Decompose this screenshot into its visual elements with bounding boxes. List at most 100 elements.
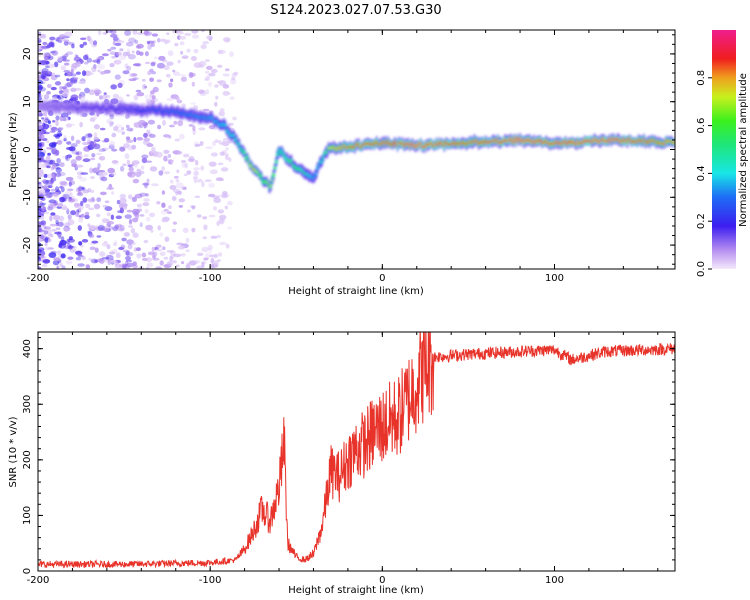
spectrogram-cell	[229, 51, 234, 57]
spectrogram-cell	[57, 221, 64, 227]
spectrogram-cell	[38, 254, 41, 260]
spectrogram-cell	[79, 95, 86, 102]
spectrogram-cell	[106, 223, 110, 227]
spectrogram-cell	[88, 72, 94, 76]
spectrogram-cell	[204, 77, 208, 82]
spectrogram-cell	[183, 173, 188, 177]
spectrogram-cell	[63, 62, 70, 66]
spectrogram-cell	[112, 36, 119, 41]
spectrogram-cell	[168, 205, 172, 210]
spectrogram-cell	[119, 48, 124, 52]
spectrogram-cell	[38, 60, 47, 66]
spectrogram-cell	[202, 216, 208, 220]
spectrogram-cell	[101, 53, 109, 57]
spectrogram-cell	[112, 93, 120, 99]
spectrogram-cell	[136, 92, 145, 97]
spectrogram-x-ticks: -200 -100 0 100	[27, 30, 659, 284]
spectrogram-cell	[114, 74, 121, 80]
spectrogram-cell	[157, 225, 161, 231]
spectrogram-cell	[84, 61, 89, 65]
spectrogram-cell	[63, 226, 71, 232]
spectrogram-cell	[41, 70, 48, 75]
spectrogram-cell	[60, 112, 69, 118]
spectrogram-cell	[38, 266, 42, 269]
spectrogram-cell	[146, 178, 150, 183]
spectrogram-cell	[82, 158, 91, 163]
spectrogram-cell	[47, 173, 53, 179]
spectrogram-cell	[65, 260, 73, 265]
spectrogram-cell	[59, 162, 65, 168]
spectrogram-cell	[42, 41, 48, 46]
spectrogram-cell	[122, 264, 127, 269]
spectrogram-cell	[65, 155, 69, 160]
spectrogram-cell	[101, 94, 108, 100]
spectrogram-cell	[195, 171, 199, 175]
spectrogram-cell	[50, 188, 57, 192]
spectrogram-cell	[143, 30, 150, 36]
spectrogram-cell	[86, 57, 93, 63]
spectrogram-cell	[126, 65, 132, 71]
spectrogram-cell	[127, 243, 133, 250]
spectrogram-cell	[168, 135, 172, 139]
spectrogram-cell	[79, 121, 83, 128]
spectrogram-cell	[54, 200, 59, 206]
spectrogram-cell	[185, 237, 190, 243]
spectrogram-cell	[56, 189, 60, 192]
spectrogram-cell	[80, 213, 85, 218]
spectrogram-cell	[42, 264, 48, 268]
spectrogram-cell	[139, 192, 147, 197]
spectrogram-cell	[144, 51, 149, 57]
spectrogram-cell	[149, 77, 155, 82]
spectrogram-cell	[168, 82, 173, 88]
spectrogram-cell	[161, 165, 165, 172]
spectrogram-cell	[216, 80, 223, 84]
spectrogram-cell	[178, 205, 183, 208]
spectrogram-cell	[43, 178, 47, 183]
spectrogram-cell	[225, 153, 229, 159]
spectrogram-cells	[38, 30, 239, 269]
spectrogram-cell	[208, 182, 215, 188]
spectrogram-cell	[179, 133, 185, 140]
spectrogram-cell	[96, 235, 102, 238]
x-tick-label: -200	[27, 575, 50, 586]
spectrogram-cell	[141, 157, 148, 164]
spectrogram-cell	[187, 158, 194, 163]
spectrogram-cell	[206, 35, 214, 40]
spectrogram-cell	[191, 30, 199, 34]
spectrogram-cell	[125, 259, 133, 263]
spectrogram-cell	[60, 236, 65, 242]
y-tick-label: -20	[22, 237, 33, 253]
spectrogram-cell	[96, 197, 102, 203]
spectrogram-cell	[113, 126, 119, 132]
spectrogram-cell	[164, 171, 170, 175]
spectrogram-cell	[50, 177, 54, 184]
spectrogram-cell	[231, 77, 236, 81]
spectrogram-cell	[180, 253, 186, 257]
spectrogram-cell	[38, 183, 43, 187]
spectrogram-cell	[66, 78, 70, 82]
spectrogram-cell	[114, 42, 122, 47]
spectrogram-cell	[64, 31, 73, 37]
spectrogram-cell	[88, 207, 95, 211]
spectrogram-cell	[82, 142, 90, 146]
spectrogram-cell	[202, 108, 210, 112]
spectrogram-cell	[128, 194, 133, 200]
spectrogram-cell	[155, 151, 163, 158]
y-tick-label: 0	[22, 568, 33, 574]
spectrogram-cell	[111, 148, 118, 152]
spectrogram-cell	[123, 143, 130, 149]
spectrogram-cell	[148, 133, 156, 138]
spectrogram-cell	[215, 95, 219, 100]
spectrogram-cell	[171, 228, 177, 233]
spectrogram-cell	[159, 251, 166, 257]
spectrogram-cell	[228, 157, 232, 163]
spectrogram-cell	[150, 42, 155, 47]
spectrogram-cell	[61, 265, 66, 269]
spectrogram-cell	[69, 192, 73, 198]
spectrogram-cell	[50, 212, 56, 216]
spectrogram-cell	[61, 86, 67, 90]
spectrogram-cell	[126, 159, 131, 165]
spectrogram-cell	[85, 264, 91, 269]
spectrogram-cell	[97, 69, 101, 73]
spectrogram-x-label: Height of straight line (km)	[288, 286, 424, 297]
